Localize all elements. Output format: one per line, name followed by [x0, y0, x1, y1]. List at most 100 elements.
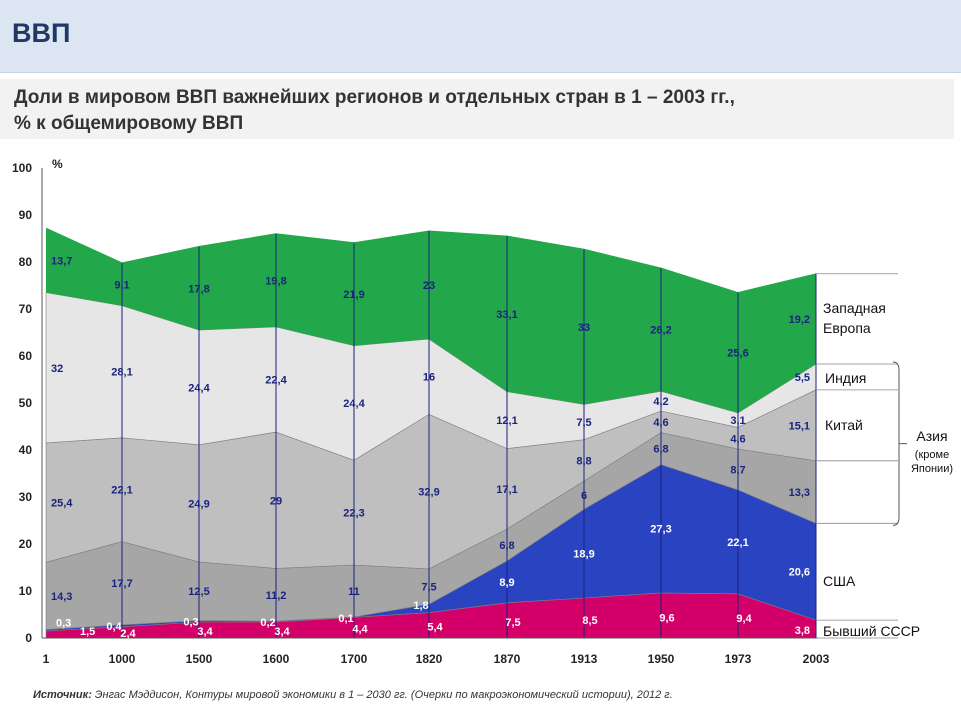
axes: 0 10 20 30 40 50 60 70 80 90 100 % 1 1000 1500 1600 1700… [12, 157, 830, 666]
data-label-china-1600: 29 [270, 495, 282, 507]
data-label-india-1600: 22,4 [265, 375, 287, 387]
x-tick-label-1950: 1950 [648, 652, 675, 666]
year-gridlines [121, 230, 817, 638]
y-tick-label-100: 100 [12, 161, 32, 175]
y-tick-label-20: 20 [19, 537, 33, 551]
x-tick-label-1600: 1600 [263, 652, 290, 666]
legend-ussr: Бывший СССР [823, 623, 920, 639]
legend-west-europe-line-2: Европа [823, 320, 871, 336]
data-label-usa-1600: 0,2 [260, 617, 275, 629]
data-label-ussr-1913: 8,5 [582, 615, 597, 627]
legend-india: Индия [825, 370, 866, 386]
data-label-japan-1950: 6,8 [653, 444, 668, 456]
y-tick-label-80: 80 [19, 255, 33, 269]
data-label-japan-1600: 11,2 [266, 590, 287, 602]
legend-usa: США [823, 573, 856, 589]
source-text: Энгас Мэддисон, Контуры мировой экономик… [94, 689, 673, 701]
y-tick-label-10: 10 [19, 584, 33, 598]
data-label-usa-1500: 0,3 [183, 617, 198, 629]
data-label-west-europe-1820: 23 [423, 280, 435, 292]
x-tick-label-1913: 1913 [571, 652, 598, 666]
y-tick-label-60: 60 [19, 349, 33, 363]
legend-asia-note-line-2: Японии) [911, 463, 953, 475]
x-tick-label-1820: 1820 [416, 652, 443, 666]
data-label-usa-1820: 1,8 [413, 600, 428, 612]
data-label-ussr-1950: 9,6 [659, 613, 674, 625]
x-tick-label-1870: 1870 [494, 652, 521, 666]
y-tick-label-0: 0 [25, 631, 32, 645]
data-label-india-1973: 3,1 [730, 415, 745, 427]
data-label-china-1950: 4,6 [653, 417, 668, 429]
data-label-west-europe-1950: 26,2 [650, 325, 671, 337]
data-label-usa-1: 0,3 [56, 617, 71, 629]
data-label-japan-1913: 6 [581, 490, 587, 502]
data-label-japan-1820: 7,5 [421, 582, 436, 594]
source-note: Источник: Энгас Мэддисон, Контуры мирово… [33, 689, 673, 701]
data-label-japan-1700: 11 [348, 586, 360, 598]
data-label-india-2003: 5,5 [795, 372, 810, 384]
x-tick-label-1700: 1700 [341, 652, 368, 666]
y-tick-label-90: 90 [19, 208, 33, 222]
data-label-ussr-1700: 4,4 [352, 624, 368, 636]
data-label-china-1700: 22,3 [343, 508, 364, 520]
title-banner: ВВП [0, 0, 961, 73]
data-label-japan-1000: 17,7 [111, 578, 132, 590]
data-label-china-1913: 8,8 [576, 455, 591, 467]
data-label-west-europe-2003: 19,2 [789, 314, 810, 326]
data-label-china-1973: 4,6 [730, 433, 745, 445]
data-label-china-1820: 32,9 [418, 487, 439, 499]
data-label-ussr-1600: 3,4 [274, 626, 290, 638]
data-label-japan-1500: 12,5 [188, 586, 209, 598]
y-tick-label-40: 40 [19, 443, 33, 457]
data-label-india-1: 32 [51, 363, 63, 375]
y-tick-label-50: 50 [19, 396, 33, 410]
y-tick-label-30: 30 [19, 490, 33, 504]
x-tick-label-1973: 1973 [725, 652, 752, 666]
area-layers [45, 227, 817, 639]
source-label: Источник: [33, 689, 92, 701]
data-label-india-1820: 16 [423, 372, 435, 384]
asia-bracket [892, 361, 900, 526]
data-label-china-2003: 15,1 [789, 420, 810, 432]
legend-china: Китай [825, 417, 863, 433]
data-label-usa-1950: 27,3 [650, 524, 671, 536]
subtitle-box: Доли в мировом ВВП важнейших регионов и … [0, 79, 954, 139]
x-tick-label-2003: 2003 [803, 652, 830, 666]
legend-asia: Азия [916, 428, 947, 444]
page-title: ВВП [12, 18, 71, 48]
data-label-ussr-1820: 5,4 [427, 622, 443, 634]
data-label-ussr-1000: 2,4 [120, 628, 136, 640]
chart-subtitle: Доли в мировом ВВП важнейших регионов и … [14, 85, 735, 137]
data-label-china-1: 25,4 [51, 498, 73, 510]
data-label-usa-2003: 20,6 [789, 567, 810, 579]
data-label-india-1950: 4,2 [653, 396, 668, 408]
data-label-china-1000: 22,1 [111, 485, 132, 497]
subtitle-line-2: % к общемировому ВВП [14, 113, 244, 134]
data-label-west-europe-1600: 19,8 [265, 275, 286, 287]
data-label-india-1700: 24,4 [343, 398, 365, 410]
data-label-japan-2003: 13,3 [789, 487, 810, 499]
data-label-west-europe-1973: 25,6 [727, 348, 748, 360]
data-label-india-1500: 24,4 [188, 382, 210, 394]
data-label-china-1870: 17,1 [496, 484, 517, 496]
data-label-japan-1: 14,3 [51, 591, 72, 603]
data-label-japan-1870: 6,8 [499, 540, 514, 552]
data-label-china-1500: 24,9 [188, 498, 209, 510]
x-tick-label-1: 1 [43, 652, 50, 666]
data-label-ussr-2003: 3,8 [795, 625, 810, 637]
data-label-india-1000: 28,1 [111, 367, 132, 379]
data-label-usa-1913: 18,9 [573, 549, 594, 561]
x-tick-label-1000: 1000 [109, 652, 136, 666]
data-label-usa-1870: 8,9 [499, 577, 514, 589]
data-label-india-1913: 7,5 [576, 417, 591, 429]
data-label-west-europe-1913: 33 [578, 322, 590, 334]
area-west-europe [46, 228, 816, 413]
data-label-ussr-1: 1,5 [80, 626, 95, 638]
data-label-west-europe-1700: 21,9 [343, 289, 364, 301]
data-label-usa-1000: 0,4 [106, 621, 122, 633]
x-tick-label-1500: 1500 [186, 652, 213, 666]
legend-asia-note-line-1: (кроме [915, 449, 949, 461]
data-label-usa-1700: 0,1 [338, 613, 353, 625]
data-label-west-europe-1500: 17,8 [188, 283, 209, 295]
